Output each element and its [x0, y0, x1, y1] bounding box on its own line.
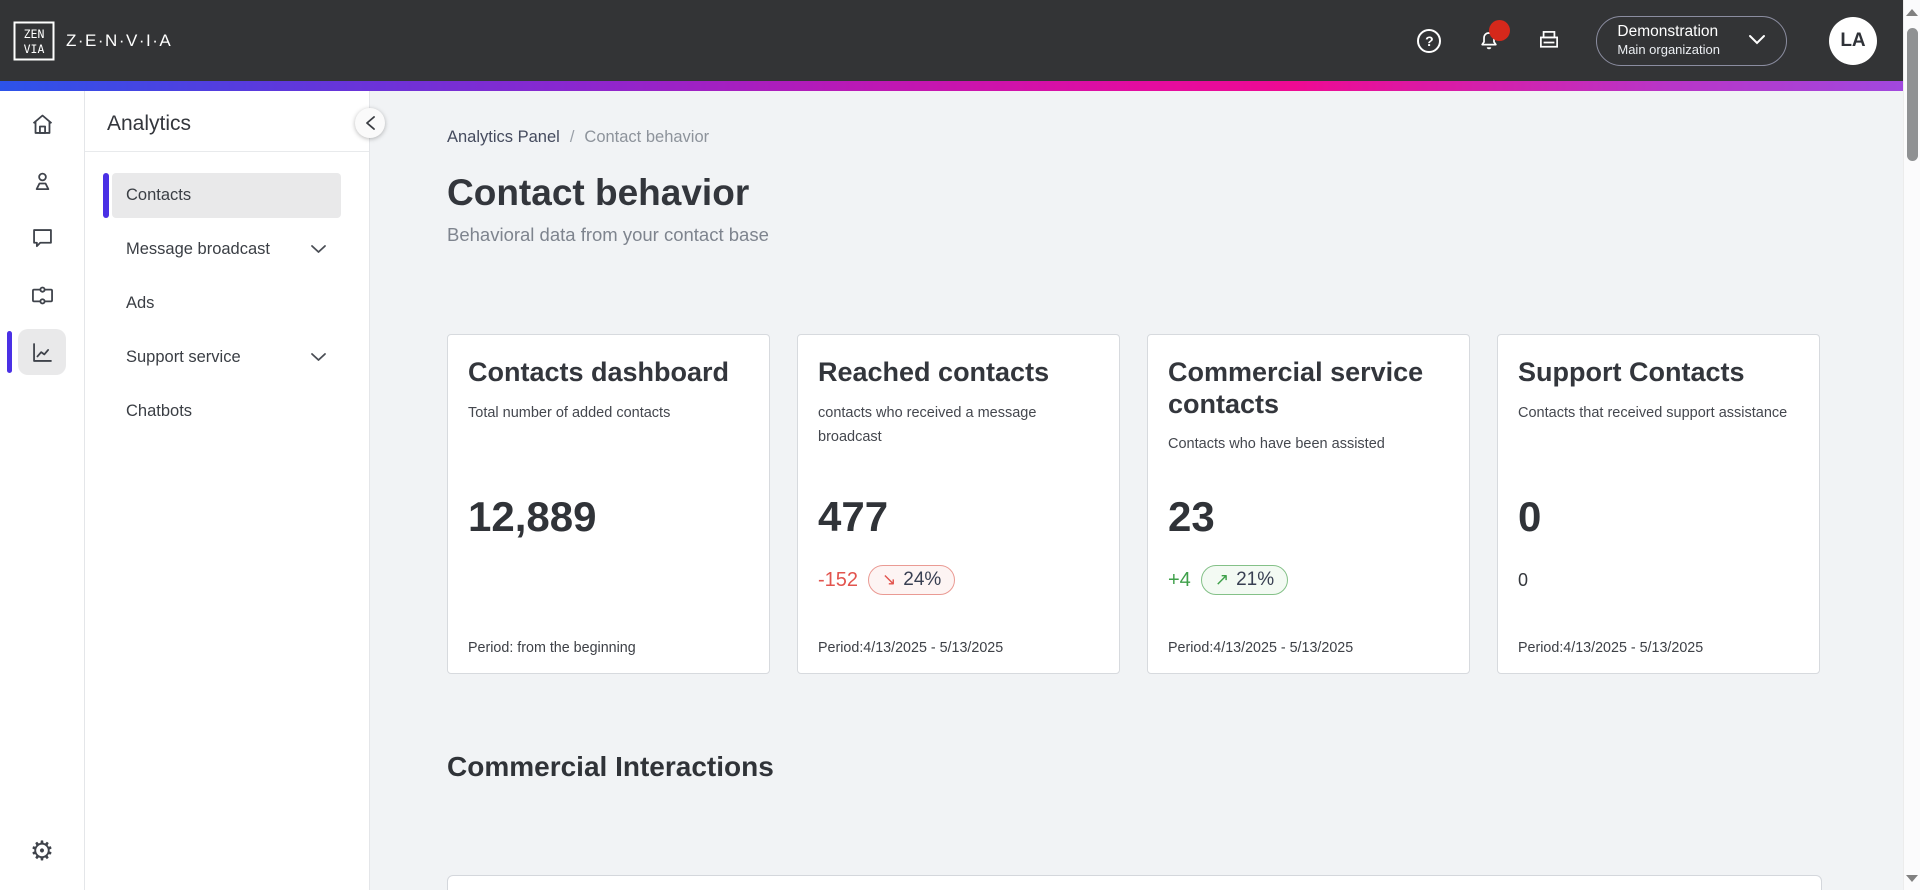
card-title: Reached contacts — [818, 357, 1050, 387]
card-period: Period:4/13/2025 - 5/13/2025 — [818, 640, 1004, 656]
panel-divider — [85, 151, 369, 152]
card-delta-row: 0 — [1518, 565, 1528, 595]
printer-icon[interactable] — [1536, 28, 1562, 54]
brand: ZEN VIA Z·E·N·V·I·A — [13, 21, 172, 61]
trend-arrow-icon: ↗ — [1214, 569, 1230, 590]
chevron-left-icon — [365, 116, 375, 130]
org-name: Demonstration — [1617, 22, 1719, 40]
card-description: contacts who received a message broadcas… — [818, 404, 1037, 445]
scrollbar-thumb[interactable] — [1907, 28, 1918, 161]
menu-item-label: Message broadcast — [126, 240, 270, 258]
panel-item-support-service[interactable]: Support service — [112, 335, 341, 380]
org-subtitle: Main organization — [1617, 42, 1720, 58]
header-actions: ? Demonstration Main organiza — [1416, 15, 1877, 66]
breadcrumb-parent[interactable]: Analytics Panel — [447, 128, 560, 146]
menu-item-label: Support service — [126, 348, 241, 366]
card-value: 477 — [818, 493, 889, 540]
line-chart-icon — [32, 342, 52, 362]
chevron-down-icon — [310, 348, 327, 367]
ticket-icon — [31, 286, 53, 304]
delta-percentage: 21% — [1236, 569, 1275, 590]
sidebar-analytics-button[interactable] — [7, 329, 66, 375]
card-title: Support Contacts — [1518, 357, 1745, 387]
card-period: Period:4/13/2025 - 5/13/2025 — [1168, 640, 1354, 656]
panel-item-ads[interactable]: Ads — [112, 281, 341, 326]
card-value: 12,889 — [468, 493, 597, 540]
sidebar-contacts-button[interactable] — [18, 158, 66, 204]
panel-item-contacts[interactable]: Contacts — [103, 173, 341, 218]
organization-switcher[interactable]: Demonstration Main organization — [1596, 15, 1787, 66]
card-period: Period:4/13/2025 - 5/13/2025 — [1518, 640, 1704, 656]
delta-value: -152 — [818, 568, 859, 591]
gear-icon: ⚙ — [29, 835, 55, 867]
menu-item-label: Ads — [126, 294, 155, 312]
card-description: Contacts who have been assisted — [1168, 436, 1385, 453]
delta-percentage: 24% — [903, 569, 942, 590]
commercial-interactions-card — [447, 875, 1822, 890]
help-icon[interactable]: ? — [1416, 28, 1442, 54]
analytics-panel: Analytics Contacts Message broadcast Ads… — [85, 91, 385, 890]
breadcrumb: Analytics Panel / Contact behavior — [447, 128, 1903, 147]
page-title: Contact behavior — [447, 172, 750, 213]
sidebar-tickets-button[interactable] — [18, 272, 66, 318]
icon-sidebar: ⚙ — [0, 91, 85, 890]
card-title: Commercial service contacts — [1168, 357, 1424, 419]
scroll-down-arrow[interactable] — [1906, 875, 1918, 882]
chevron-down-icon — [1748, 33, 1766, 48]
brand-wordmark: Z·E·N·V·I·A — [66, 30, 173, 50]
trend-arrow-icon: ↘ — [882, 569, 897, 590]
chat-bubble-icon — [32, 228, 52, 247]
card-value: 23 — [1168, 493, 1215, 540]
panel-menu: Contacts Message broadcast Ads Support s… — [85, 152, 369, 434]
delta-value: 0 — [1518, 569, 1529, 590]
chevron-down-icon — [310, 240, 327, 259]
svg-text:ZEN: ZEN — [24, 27, 45, 41]
page-subtitle: Behavioral data from your contact base — [447, 224, 769, 245]
zenvia-logo-icon: ZEN VIA — [13, 21, 55, 61]
sidebar-home-button[interactable] — [18, 101, 66, 147]
brand-gradient-bar — [0, 81, 1903, 91]
card-value: 0 — [1518, 493, 1542, 540]
home-icon — [32, 114, 52, 134]
top-bar: ZEN VIA Z·E·N·V·I·A ? — [0, 0, 1903, 81]
metric-card: Support Contacts Contacts that received … — [1497, 334, 1820, 674]
menu-item-label: Contacts — [126, 186, 192, 204]
delta-value: +4 — [1168, 568, 1191, 591]
svg-text:VIA: VIA — [24, 42, 45, 56]
person-icon — [35, 172, 49, 190]
metric-card: Reached contacts contacts who received a… — [797, 334, 1120, 674]
card-description: Total number of added contacts — [468, 404, 671, 421]
panel-header: Analytics — [85, 91, 369, 151]
card-delta-row: -152 ↘ 24% — [818, 565, 956, 595]
menu-item-label: Chatbots — [126, 402, 193, 420]
main-content: Analytics Panel / Contact behavior Conta… — [370, 91, 1903, 890]
delta-percentage-badge: ↘ 24% — [868, 565, 956, 595]
card-description: Contacts that received support assistanc… — [1518, 404, 1788, 421]
metric-card: Commercial service contacts Contacts who… — [1147, 334, 1470, 674]
card-title: Contacts dashboard — [468, 357, 730, 387]
notification-badge — [1489, 19, 1511, 41]
sidebar-conversations-button[interactable] — [18, 215, 66, 261]
panel-item-message-broadcast[interactable]: Message broadcast — [112, 227, 341, 272]
panel-item-chatbots[interactable]: Chatbots — [112, 389, 341, 434]
panel-title: Analytics — [107, 112, 192, 135]
metric-cards-row: Contacts dashboard Total number of added… — [447, 334, 1903, 674]
breadcrumb-separator: / — [569, 128, 575, 146]
delta-percentage-badge: ↗ 21% — [1200, 565, 1289, 595]
vertical-scrollbar[interactable] — [1903, 0, 1920, 890]
avatar[interactable]: LA — [1829, 16, 1877, 65]
metric-card: Contacts dashboard Total number of added… — [447, 334, 770, 674]
card-period: Period: from the beginning — [468, 640, 636, 656]
card-delta-row: +4 ↗ 21% — [1168, 565, 1289, 595]
section-title-commercial-interactions: Commercial Interactions — [447, 751, 774, 782]
notifications-bell-icon[interactable] — [1476, 19, 1511, 54]
collapse-panel-button[interactable] — [355, 108, 385, 138]
scroll-up-arrow[interactable] — [1906, 9, 1918, 16]
breadcrumb-current: Contact behavior — [584, 128, 710, 146]
sidebar-settings-button[interactable]: ⚙ — [18, 828, 66, 874]
